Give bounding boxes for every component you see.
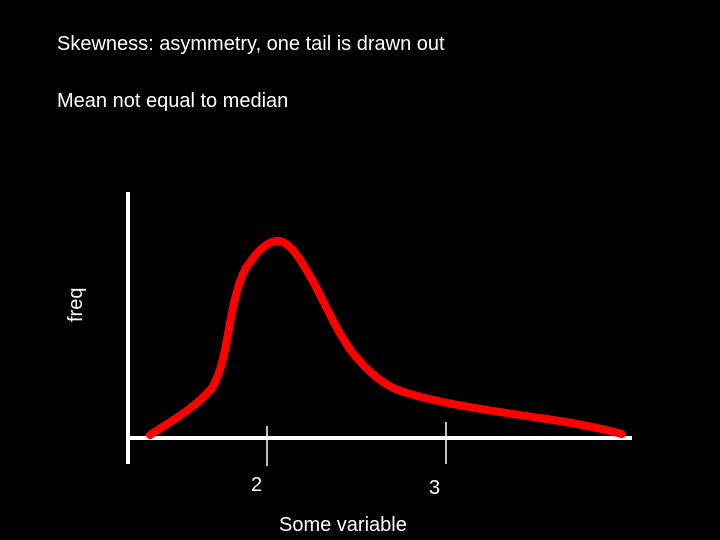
- skewed-distribution-curve: [146, 236, 626, 439]
- slide-title-line-2: Mean not equal to median: [57, 90, 289, 112]
- slide-title-line-1: Skewness: asymmetry, one tail is drawn o…: [57, 33, 445, 55]
- x-tick-label-2: 2: [251, 474, 262, 496]
- y-axis-label: freq: [65, 288, 87, 322]
- x-tick-label-3: 3: [429, 477, 440, 499]
- x-axis-label: Some variable: [279, 514, 407, 536]
